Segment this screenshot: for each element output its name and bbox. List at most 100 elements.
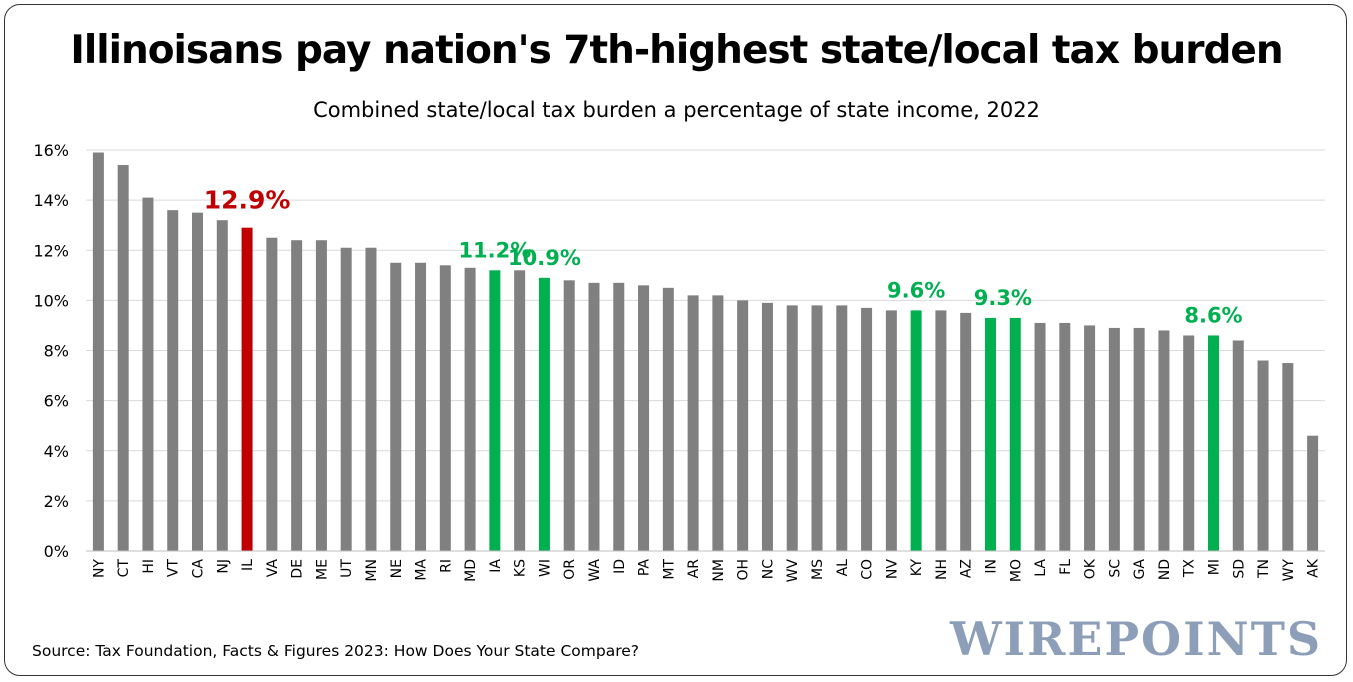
bar-il [241, 227, 253, 551]
x-tick-label: ME [314, 559, 330, 580]
bar-tx [1183, 335, 1195, 551]
x-tick-label: KS [513, 559, 529, 577]
x-tick-label: RI [438, 559, 454, 573]
bar-in [984, 317, 996, 551]
x-tick-label: WY [1281, 559, 1297, 582]
bar-hi [142, 197, 154, 551]
value-annotation: 9.6% [887, 278, 945, 302]
x-tick-label: HI [141, 559, 157, 574]
bar-or [563, 280, 575, 551]
value-annotation: 9.3% [974, 286, 1032, 310]
bar-ks [514, 270, 526, 551]
bar-de [291, 240, 303, 551]
bar-mt [662, 287, 674, 551]
x-tick-label: UT [339, 559, 355, 578]
bar-ms [811, 305, 823, 551]
x-tick-label: PA [637, 559, 653, 577]
bar-mn [365, 247, 377, 551]
x-tick-label: IL [240, 559, 256, 571]
bar-id [613, 282, 625, 551]
x-tick-label: AL [835, 559, 851, 577]
x-tick-label: CA [191, 559, 207, 579]
bar-ga [1133, 327, 1145, 551]
x-tick-label: AZ [959, 559, 975, 578]
value-annotation: 12.9% [204, 186, 291, 215]
data-annotations: 12.9% 11.2%10.9% 9.6% 9.3% 8.6% [204, 186, 1243, 328]
chart-subtitle: Combined state/local tax burden a percen… [313, 98, 1040, 122]
x-tick-label: FL [1058, 559, 1074, 575]
x-tick-label: NM [711, 559, 727, 582]
bar-ma [415, 262, 427, 551]
chart-title: Illinoisans pay nation's 7th-highest sta… [70, 28, 1283, 73]
bar-ri [439, 265, 451, 551]
y-tick-label: 12% [33, 241, 69, 260]
bar-nv [885, 310, 897, 551]
bar-wy [1282, 363, 1294, 551]
bar-fl [1059, 322, 1071, 551]
x-tick-label: NJ [215, 559, 231, 574]
bar-nj [216, 220, 228, 552]
bar-ok [1084, 325, 1096, 551]
bar-ak [1307, 435, 1319, 551]
bar-ky [910, 310, 922, 551]
bar-la [1034, 322, 1046, 551]
x-tick-label: IN [983, 559, 999, 574]
x-tick-label: MI [1206, 559, 1222, 575]
x-tick-label: VA [265, 559, 281, 578]
y-tick-label: 6% [44, 392, 69, 411]
x-tick-label: ND [1157, 559, 1173, 580]
bar-me [315, 240, 327, 551]
y-tick-label: 8% [44, 342, 69, 361]
x-tick-label: CT [116, 559, 132, 578]
x-tick-label: MO [1008, 559, 1024, 582]
x-tick-label: WA [587, 559, 603, 582]
bar-tn [1257, 360, 1269, 551]
value-annotation: 8.6% [1184, 303, 1242, 327]
bar-pa [638, 285, 650, 551]
bar-ne [390, 262, 402, 551]
bar-ca [192, 212, 204, 551]
x-tick-label: OR [562, 559, 578, 580]
bar-mo [1009, 317, 1021, 551]
bar-va [266, 237, 278, 551]
x-tick-label: TN [1256, 559, 1272, 579]
bar-sd [1232, 340, 1244, 551]
bar-vt [167, 210, 179, 551]
x-tick-label: DE [290, 559, 306, 579]
bar-nm [712, 295, 724, 551]
x-tick-label: SC [1107, 559, 1123, 578]
bar-wv [786, 305, 798, 551]
bar-wi [538, 277, 550, 551]
x-tick-label: SD [1231, 559, 1247, 579]
bar-sc [1108, 327, 1120, 551]
chart-frame [4, 4, 1347, 676]
x-tick-label: MT [661, 559, 677, 580]
bar-nh [935, 310, 947, 551]
y-tick-label: 16% [33, 141, 69, 160]
x-tick-label: WV [785, 559, 801, 583]
x-tick-label: KY [909, 559, 925, 577]
x-tick-label: NV [884, 559, 900, 579]
y-axis-tick-labels: 0% 2% 4% 6% 8% 10% 12% 14% 16% [33, 141, 69, 561]
x-tick-label: NY [91, 559, 107, 578]
y-tick-label: 4% [44, 442, 69, 461]
y-tick-label: 2% [44, 492, 69, 511]
x-tick-label: WI [537, 559, 553, 577]
x-tick-label: OH [736, 559, 752, 581]
bar-wa [588, 282, 600, 551]
bar-ny [92, 152, 104, 551]
x-tick-label: ID [612, 559, 628, 574]
bar-ia [489, 270, 501, 551]
bar-ut [340, 247, 352, 551]
bar-nd [1158, 330, 1170, 551]
bar-al [836, 305, 848, 551]
x-tick-label: MA [414, 559, 430, 581]
bar-ct [117, 165, 129, 551]
x-tick-label: TX [1182, 559, 1198, 579]
x-tick-label: CO [860, 559, 876, 580]
x-tick-label: GA [1132, 559, 1148, 580]
bar-mi [1207, 335, 1219, 551]
x-tick-label: NE [389, 559, 405, 578]
wirepoints-logo: WIREPOINTS [950, 612, 1323, 666]
